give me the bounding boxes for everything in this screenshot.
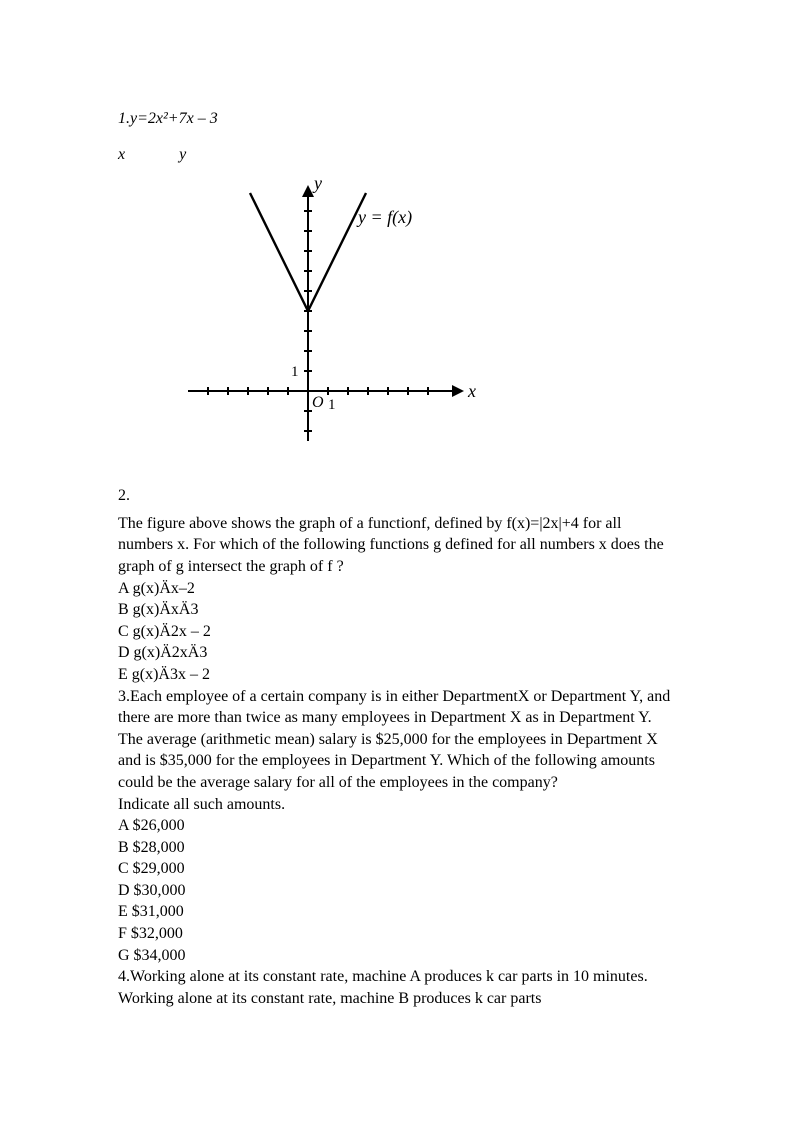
q1-table-header: xy (118, 144, 675, 166)
q2-option-e: E g(x)Ä3x – 2 (118, 664, 675, 686)
question-2: 2. The figure above shows the graph of a… (118, 485, 675, 685)
origin-label: O (312, 394, 324, 411)
y-tick-1: 1 (291, 364, 299, 380)
q3-option-e: E $31,000 (118, 901, 675, 923)
q2-text: The figure above shows the graph of a fu… (118, 513, 675, 578)
q2-label: 2. (118, 485, 675, 507)
q3-option-f: F $32,000 (118, 923, 675, 945)
q2-option-b: B g(x)ÄxÄ3 (118, 599, 675, 621)
q3-option-a: A $26,000 (118, 815, 675, 837)
graph-figure: y x y = f(x) O 1 1 (168, 171, 488, 471)
q1-equation: 1.y=2x²+7x – 3 (118, 110, 218, 127)
y-axis-label: y (312, 173, 322, 193)
q3-text: 3.Each employee of a certain company is … (118, 686, 675, 794)
q3-instruction: Indicate all such amounts. (118, 794, 675, 816)
q2-option-c: C g(x)Ä2x – 2 (118, 621, 675, 643)
page: 1.y=2x²+7x – 3 xy (0, 0, 793, 1049)
x-tick-1: 1 (328, 397, 336, 413)
q3-option-c: C $29,000 (118, 858, 675, 880)
q3-option-b: B $28,000 (118, 837, 675, 859)
q1-x-header: x (118, 146, 125, 163)
curve-label: y = f(x) (356, 207, 412, 228)
q2-option-a: A g(x)Äx–2 (118, 578, 675, 600)
q2-option-d: D g(x)Ä2xÄ3 (118, 642, 675, 664)
question-3: 3.Each employee of a certain company is … (118, 686, 675, 967)
q4-text: 4.Working alone at its constant rate, ma… (118, 966, 675, 1009)
q3-option-g: G $34,000 (118, 945, 675, 967)
q3-option-d: D $30,000 (118, 880, 675, 902)
question-1: 1.y=2x²+7x – 3 (118, 108, 675, 130)
question-4: 4.Working alone at its constant rate, ma… (118, 966, 675, 1009)
q1-y-header: y (179, 146, 186, 163)
x-axis-label: x (467, 381, 476, 401)
